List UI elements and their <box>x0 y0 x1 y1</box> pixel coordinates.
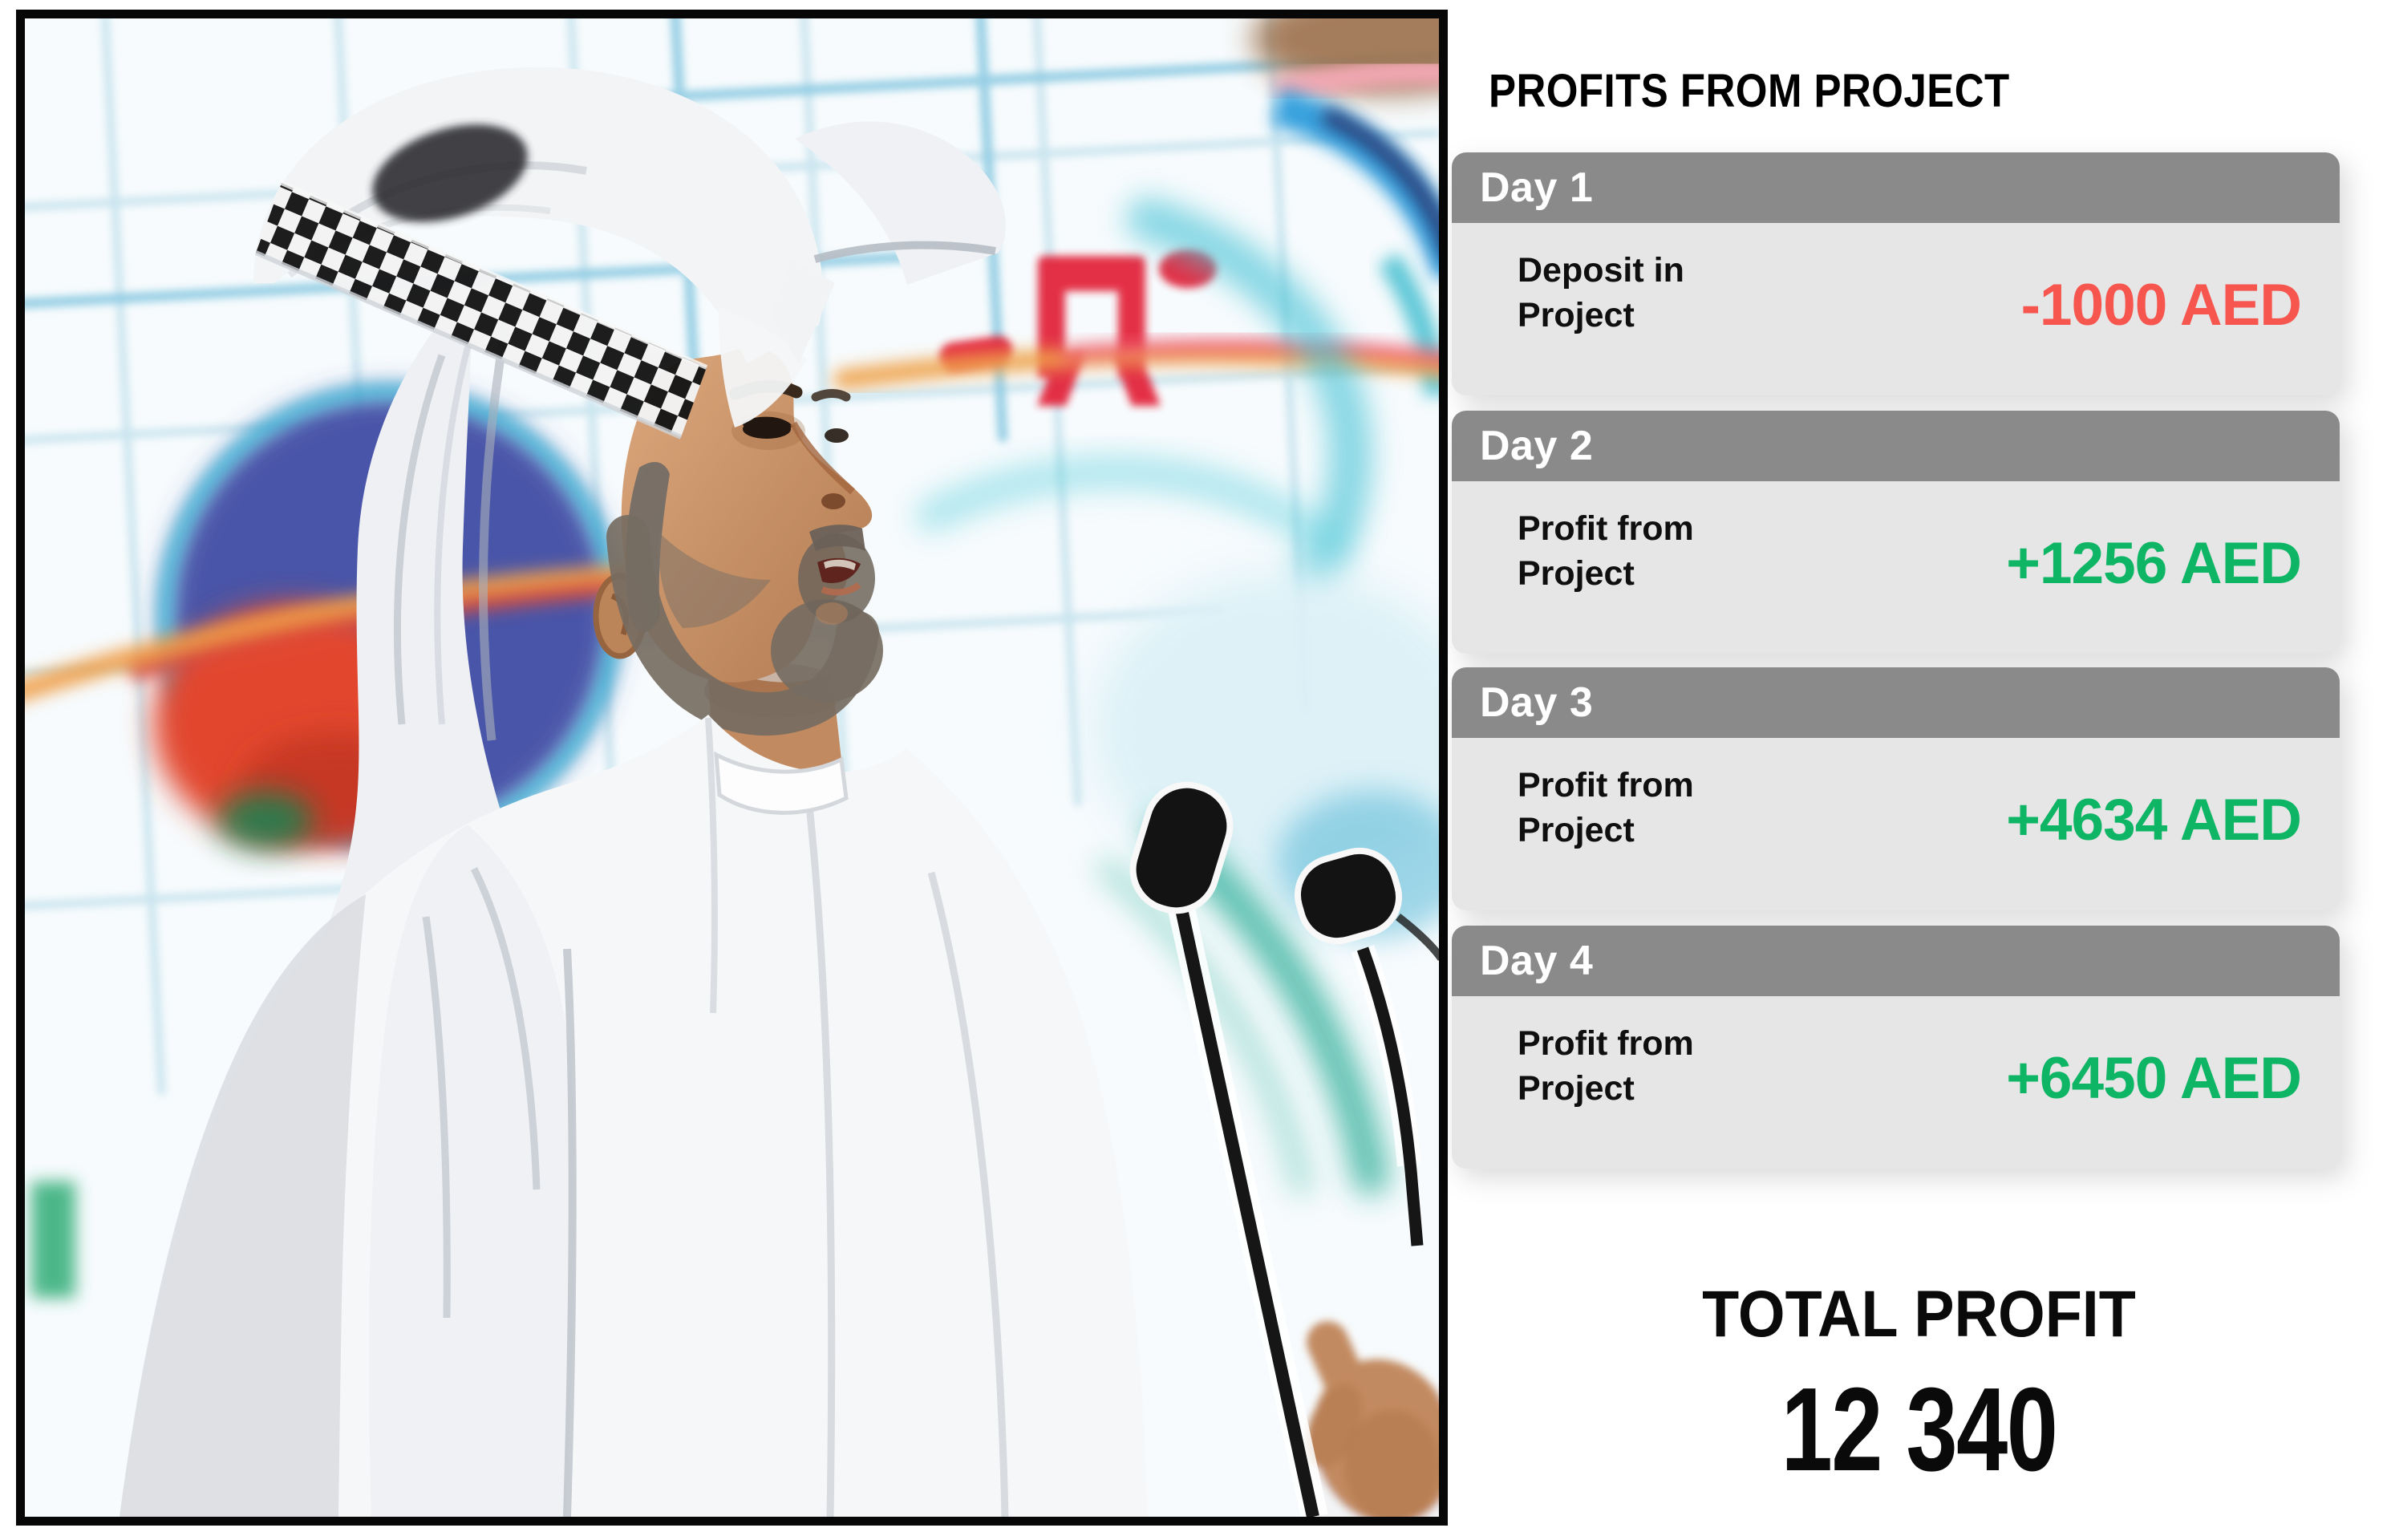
mustache <box>809 525 865 551</box>
backdrop-red-arch <box>939 249 1217 406</box>
entry-label-line2: Project <box>1518 295 1635 334</box>
day-card-header: Day 4 <box>1452 926 2340 996</box>
entry-label-line2: Project <box>1518 553 1635 593</box>
day-card-body: Profit from Project +1256 AED <box>1452 481 2340 654</box>
amount-value: +4634 AED <box>2006 788 2302 853</box>
entry-label: Profit from Project <box>1518 764 1694 852</box>
speaker-figure <box>120 67 1439 1517</box>
day-label: Day 1 <box>1480 164 1594 211</box>
entry-label: Deposit in Project <box>1518 249 1684 337</box>
entry-label-line1: Deposit in <box>1518 251 1684 290</box>
day-label: Day 2 <box>1480 423 1594 469</box>
day-card-body: Deposit in Project -1000 AED <box>1452 223 2340 395</box>
nose-line <box>790 421 856 495</box>
amount-value: +1256 AED <box>2006 531 2302 596</box>
page-title: PROFITS FROM PROJECT <box>1489 65 2010 117</box>
day-card-body: Profit from Project +4634 AED <box>1452 738 2340 910</box>
entry-label-line1: Profit from <box>1518 766 1694 805</box>
hand <box>1306 1321 1439 1517</box>
entry-label-line2: Project <box>1518 810 1635 849</box>
microphone-icon <box>1129 781 1234 914</box>
day-card-1: Day 1 Deposit in Project -1000 AED <box>1452 152 2340 395</box>
microphones <box>1129 781 1439 1517</box>
speaker-photo-illustration <box>25 18 1439 1517</box>
day-label: Day 3 <box>1480 679 1594 726</box>
total-profit-label: TOTAL PROFIT <box>1702 1278 2136 1351</box>
backdrop-corner-shapes <box>1252 18 1439 397</box>
day-card-3: Day 3 Profit from Project +4634 AED <box>1452 667 2340 910</box>
day-card-4: Day 4 Profit from Project +6450 AED <box>1452 926 2340 1169</box>
day-card-2: Day 2 Profit from Project +1256 AED <box>1452 411 2340 654</box>
face <box>593 347 883 736</box>
amount-value: -1000 AED <box>2020 273 2302 338</box>
day-card-header: Day 3 <box>1452 667 2340 738</box>
speaker-photo <box>16 10 1448 1526</box>
entry-label-line2: Project <box>1518 1068 1635 1108</box>
microphone-icon <box>1294 847 1403 945</box>
entry-label: Profit from Project <box>1518 507 1694 595</box>
nostril <box>821 493 845 509</box>
fold-shadow <box>372 124 528 222</box>
entry-label: Profit from Project <box>1518 1022 1694 1110</box>
day-label: Day 4 <box>1480 938 1594 984</box>
amount-value: +6450 AED <box>2006 1046 2302 1111</box>
collar <box>714 751 849 815</box>
day-card-header: Day 1 <box>1452 152 2340 223</box>
entry-label-line1: Profit from <box>1518 509 1694 549</box>
day-card-header: Day 2 <box>1452 411 2340 481</box>
ghutra-front-drape <box>368 825 577 1517</box>
day-card-body: Profit from Project +6450 AED <box>1452 996 2340 1169</box>
entry-label-line1: Profit from <box>1518 1024 1694 1064</box>
checkered-band <box>256 183 707 437</box>
total-profit-value: 12 340 <box>1781 1364 2058 1496</box>
ghutra-back-drape <box>314 283 511 957</box>
backdrop-right-curves <box>833 338 1439 389</box>
ghutra-headdress <box>253 67 1006 440</box>
eye <box>743 419 791 439</box>
